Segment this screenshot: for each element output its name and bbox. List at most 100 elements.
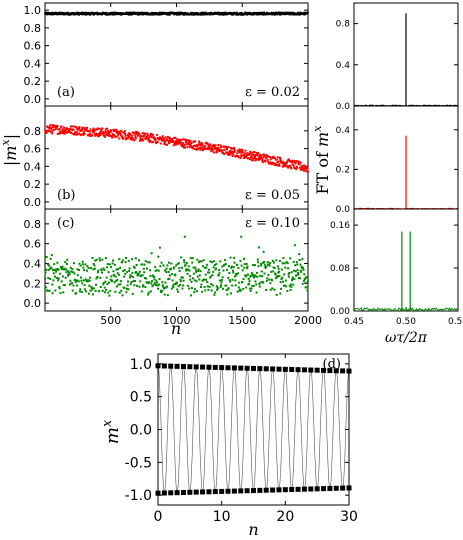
data-point — [191, 261, 194, 264]
data-point — [207, 148, 210, 151]
marker-point — [161, 490, 167, 496]
data-point — [253, 274, 256, 277]
data-point — [63, 284, 66, 287]
data-point — [291, 279, 294, 282]
data-point — [181, 143, 184, 146]
data-point — [270, 279, 273, 282]
data-point — [179, 142, 182, 145]
data-point — [183, 138, 186, 141]
data-point — [295, 160, 298, 163]
data-point — [116, 272, 119, 275]
data-point — [207, 271, 210, 274]
data-point — [134, 137, 137, 140]
data-point — [156, 284, 159, 287]
data-point — [235, 155, 238, 158]
data-point — [115, 128, 118, 131]
y-tick-label: 0.4 — [336, 61, 351, 71]
data-point — [252, 153, 255, 156]
marker-point — [168, 490, 174, 496]
data-point — [230, 266, 233, 269]
data-point — [252, 284, 255, 287]
data-point — [283, 162, 286, 165]
data-point — [227, 265, 230, 268]
data-point — [63, 132, 66, 135]
data-point — [304, 282, 307, 285]
data-point — [133, 139, 136, 142]
data-point — [256, 275, 259, 278]
data-point — [141, 285, 144, 288]
data-point — [77, 132, 80, 135]
data-point — [299, 269, 302, 272]
marker-point — [257, 366, 263, 372]
data-point — [298, 258, 301, 261]
data-point — [146, 261, 149, 264]
data-point — [279, 157, 282, 160]
data-point — [253, 151, 256, 154]
data-point — [246, 154, 249, 157]
data-point — [49, 130, 52, 133]
data-point — [113, 281, 116, 284]
data-point — [249, 150, 252, 153]
data-point — [159, 12, 162, 15]
data-point — [119, 280, 122, 283]
data-point — [301, 282, 304, 285]
data-point — [98, 133, 101, 136]
data-point — [80, 133, 83, 136]
data-point — [48, 289, 51, 292]
data-point — [70, 270, 73, 273]
data-point — [98, 290, 101, 293]
data-point — [69, 125, 72, 128]
data-point — [194, 13, 197, 16]
data-point — [294, 161, 297, 164]
data-point — [205, 147, 208, 150]
data-point — [185, 262, 188, 265]
data-point — [201, 290, 204, 293]
marker-point — [187, 489, 193, 495]
data-point — [193, 291, 196, 294]
data-point — [188, 275, 191, 278]
data-point — [203, 146, 206, 149]
data-point — [246, 267, 249, 270]
data-point — [206, 142, 209, 145]
data-point — [231, 284, 234, 287]
data-point — [80, 13, 83, 16]
data-point — [251, 273, 254, 276]
data-point — [102, 281, 105, 284]
data-point — [136, 13, 139, 16]
data-point — [102, 267, 105, 270]
data-point — [76, 274, 79, 277]
data-point — [128, 136, 131, 139]
data-point — [138, 139, 141, 142]
data-point — [50, 254, 53, 257]
data-point — [91, 131, 94, 134]
data-point — [276, 161, 279, 164]
marker-point — [155, 490, 161, 496]
data-point — [150, 252, 153, 255]
data-point — [300, 265, 303, 268]
data-point — [50, 267, 53, 270]
data-point — [44, 129, 47, 132]
data-point — [181, 266, 184, 269]
data-point — [272, 270, 275, 273]
marker-point — [187, 364, 193, 370]
data-point — [283, 164, 286, 167]
data-point — [93, 267, 96, 270]
data-point — [113, 274, 116, 277]
ft-x-tick-label: 0.45 — [344, 317, 364, 327]
marker-point — [308, 486, 314, 492]
data-point — [165, 267, 168, 270]
data-point — [295, 165, 298, 168]
data-point — [81, 126, 84, 129]
data-point — [213, 293, 216, 296]
data-point — [154, 137, 157, 140]
data-point — [298, 13, 301, 16]
data-point — [114, 135, 117, 138]
data-point — [103, 268, 106, 271]
data-point — [176, 288, 179, 291]
data-point — [267, 155, 270, 158]
data-points — [44, 235, 309, 297]
data-point — [201, 142, 204, 145]
marker-point — [206, 489, 212, 495]
data-point — [249, 289, 252, 292]
data-point — [280, 268, 283, 271]
